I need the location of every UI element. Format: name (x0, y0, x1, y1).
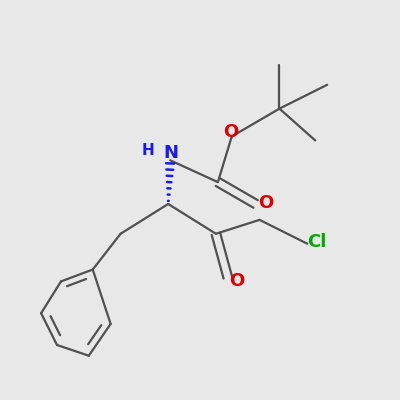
Text: O: O (229, 272, 244, 290)
Text: O: O (223, 124, 238, 142)
Text: N: N (164, 144, 178, 162)
Text: O: O (258, 194, 273, 212)
Text: Cl: Cl (308, 233, 327, 251)
Text: H: H (142, 143, 155, 158)
